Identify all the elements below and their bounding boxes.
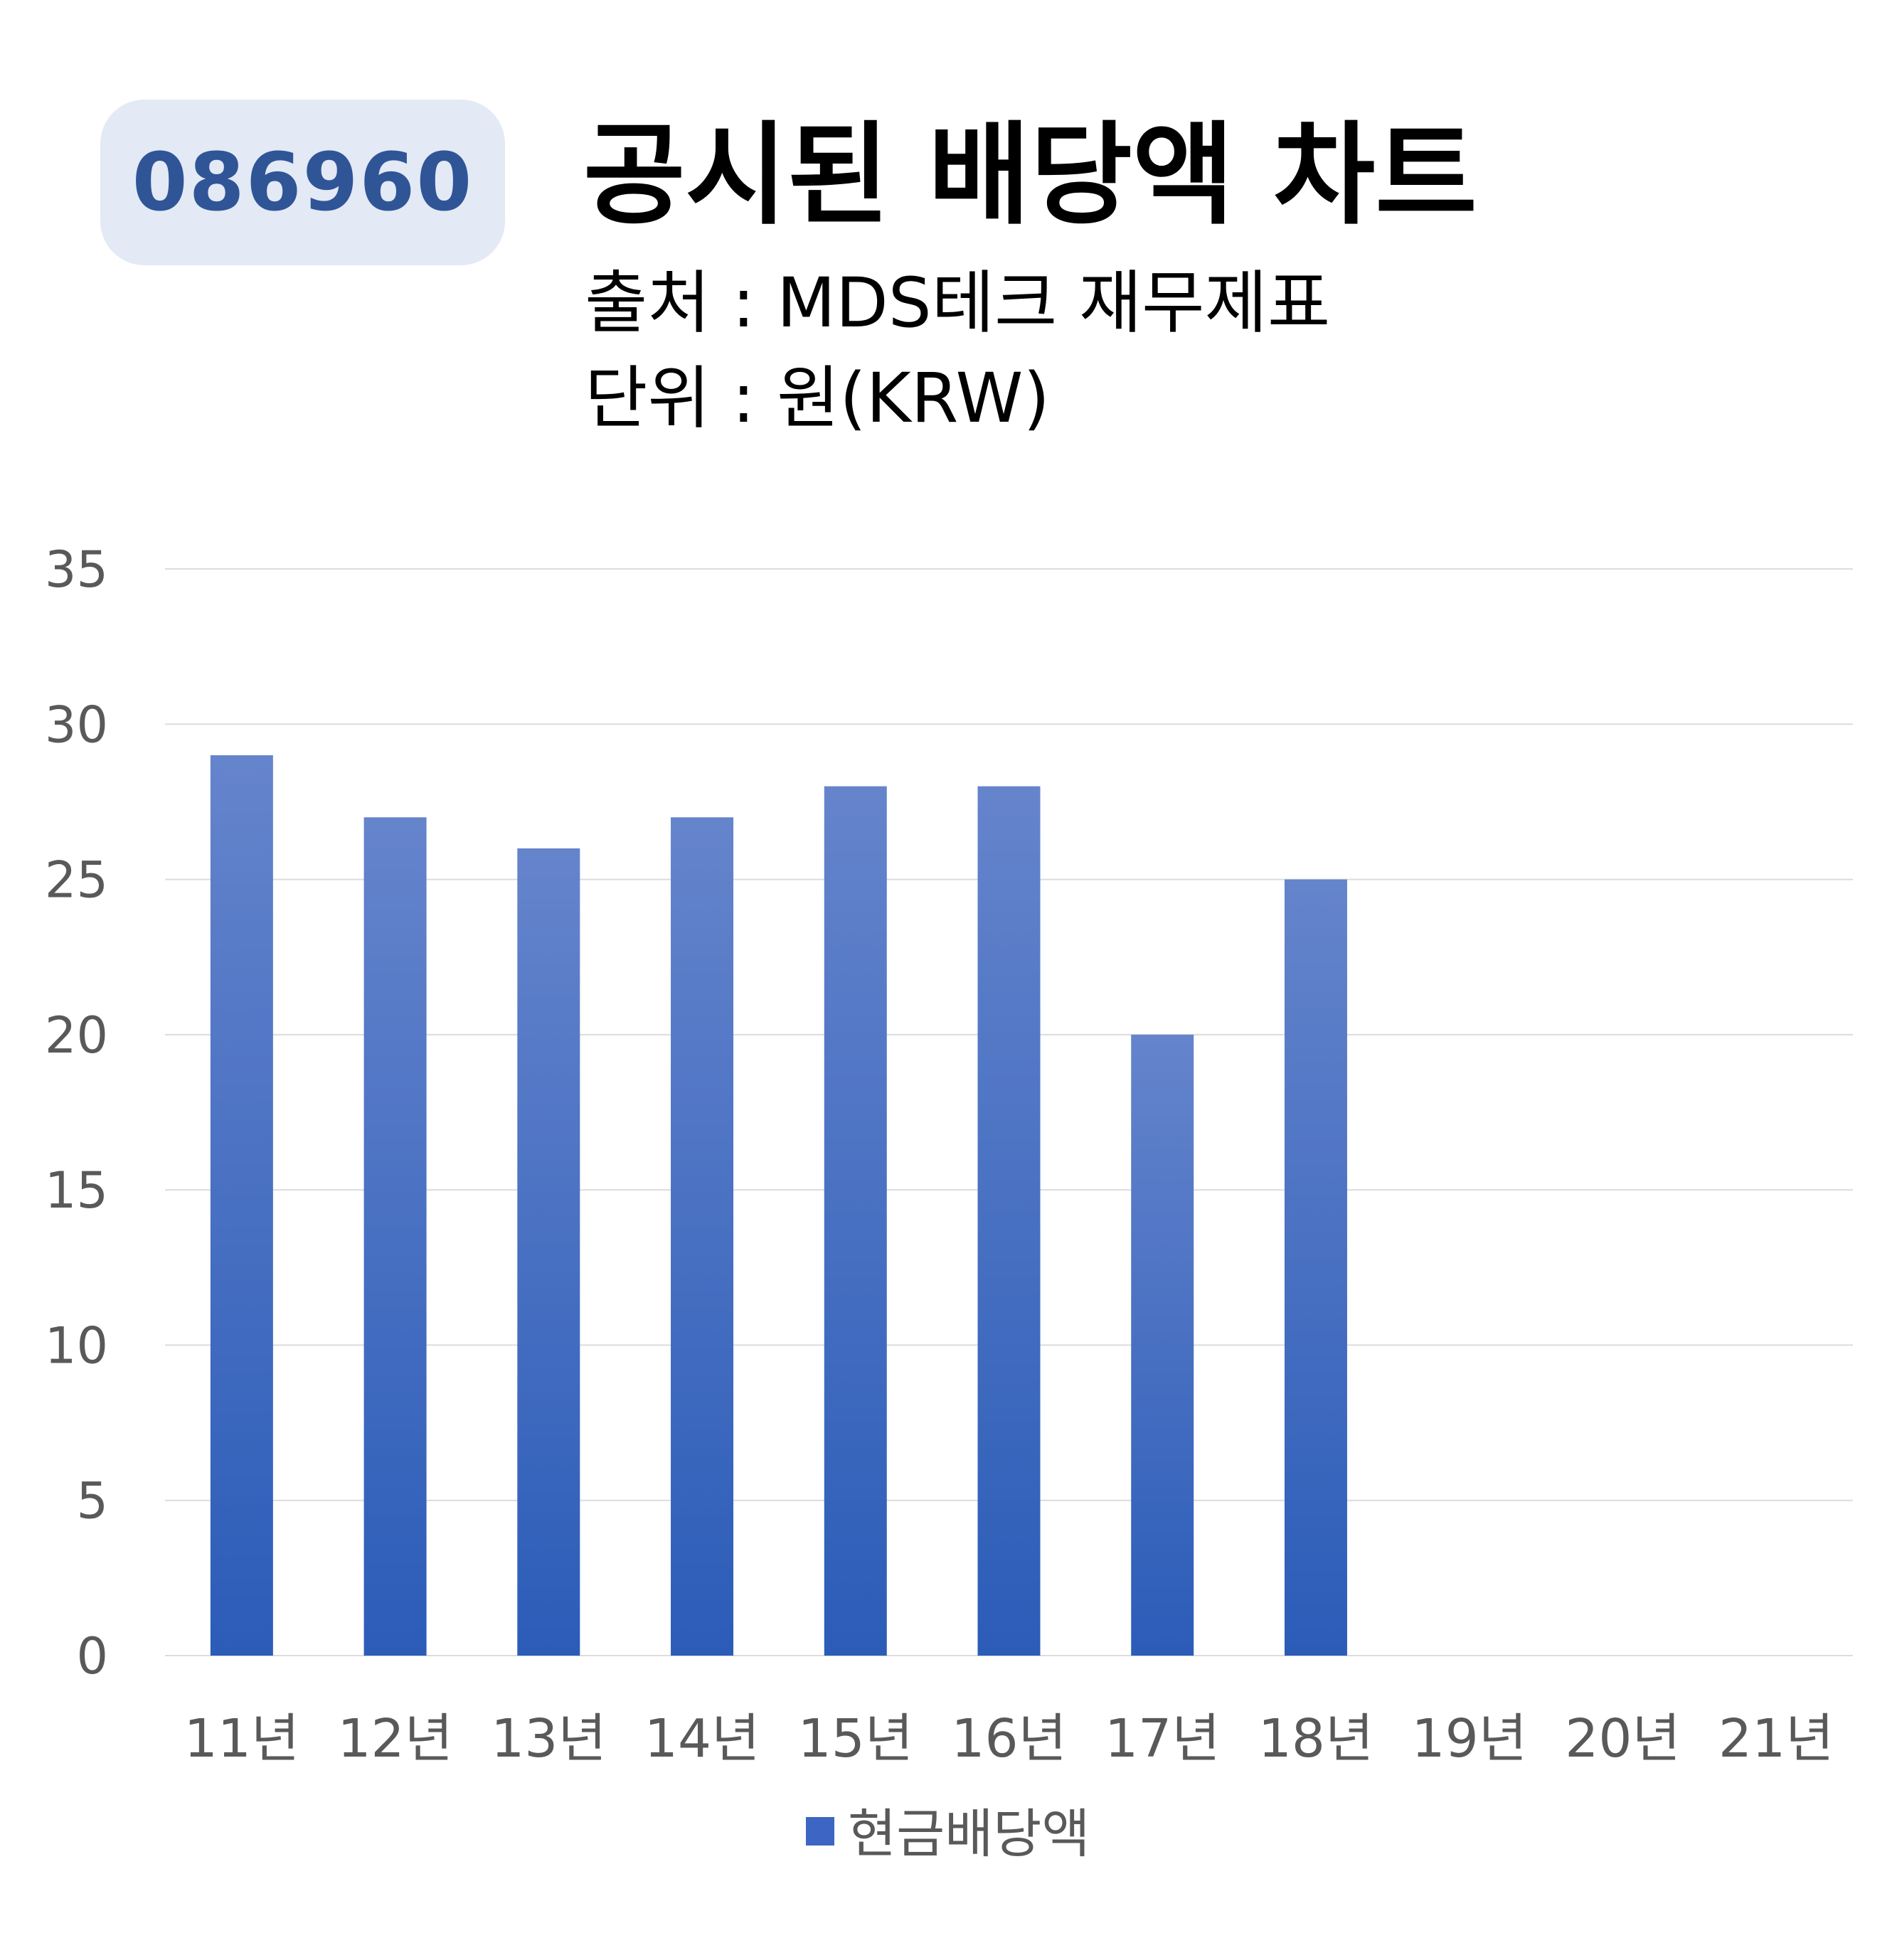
x-tick-label: 15년 — [798, 1708, 913, 1769]
x-tick-label: 21년 — [1718, 1708, 1834, 1769]
y-tick-label: 30 — [45, 696, 108, 754]
x-tick-label: 11년 — [184, 1708, 299, 1769]
y-tick-label: 35 — [45, 540, 108, 599]
stock-code: 086960 — [132, 136, 474, 229]
chart-title: 공시된 배당액 차트 — [583, 110, 1477, 240]
x-tick-label: 19년 — [1412, 1708, 1527, 1769]
legend-swatch — [806, 1817, 834, 1846]
bar-17년 — [1131, 1034, 1194, 1656]
bar-11년 — [210, 755, 273, 1656]
legend-label: 현금배당액 — [848, 1804, 1090, 1865]
chart-unit: 단위 : 원(KRW) — [585, 358, 1050, 438]
bar-15년 — [824, 786, 887, 1656]
bar-18년 — [1284, 879, 1347, 1656]
bar-14년 — [671, 817, 734, 1656]
x-tick-label: 18년 — [1258, 1708, 1373, 1769]
x-tick-label: 16년 — [951, 1708, 1066, 1769]
y-tick-label: 15 — [45, 1161, 108, 1220]
chart-source: 출처 : MDS테크 재무제표 — [585, 263, 1331, 343]
x-tick-label: 13년 — [491, 1708, 606, 1769]
bars — [210, 755, 1347, 1656]
x-tick-label: 17년 — [1105, 1708, 1220, 1769]
y-tick-label: 20 — [45, 1006, 108, 1065]
y-tick-label: 10 — [45, 1316, 108, 1375]
legend: 현금배당액 — [806, 1804, 1090, 1865]
x-axis-ticks: 11년 12년 13년 14년 15년 16년 17년 18년 19년 20년 21년 — [184, 1708, 1834, 1769]
stock-code-badge: 086960 — [100, 100, 505, 265]
x-tick-label: 12년 — [337, 1708, 452, 1769]
bar-16년 — [977, 786, 1041, 1656]
y-tick-label: 5 — [76, 1472, 108, 1530]
bar-13년 — [517, 848, 580, 1656]
y-tick-label: 25 — [45, 851, 108, 910]
y-axis-ticks: 0 5 10 15 20 25 30 35 — [45, 540, 108, 1685]
bar-12년 — [363, 817, 427, 1656]
x-tick-label: 20년 — [1565, 1708, 1680, 1769]
x-tick-label: 14년 — [644, 1708, 760, 1769]
y-tick-label: 0 — [76, 1627, 108, 1685]
